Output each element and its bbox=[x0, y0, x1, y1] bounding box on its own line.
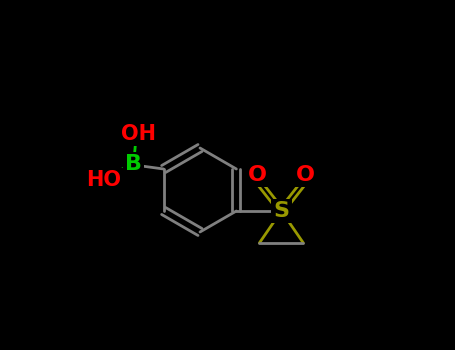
Text: HO: HO bbox=[86, 170, 121, 190]
Text: B: B bbox=[125, 154, 142, 174]
Text: O: O bbox=[248, 165, 267, 185]
Text: O: O bbox=[296, 165, 315, 185]
Text: OH: OH bbox=[121, 124, 156, 144]
Text: S: S bbox=[273, 201, 289, 221]
